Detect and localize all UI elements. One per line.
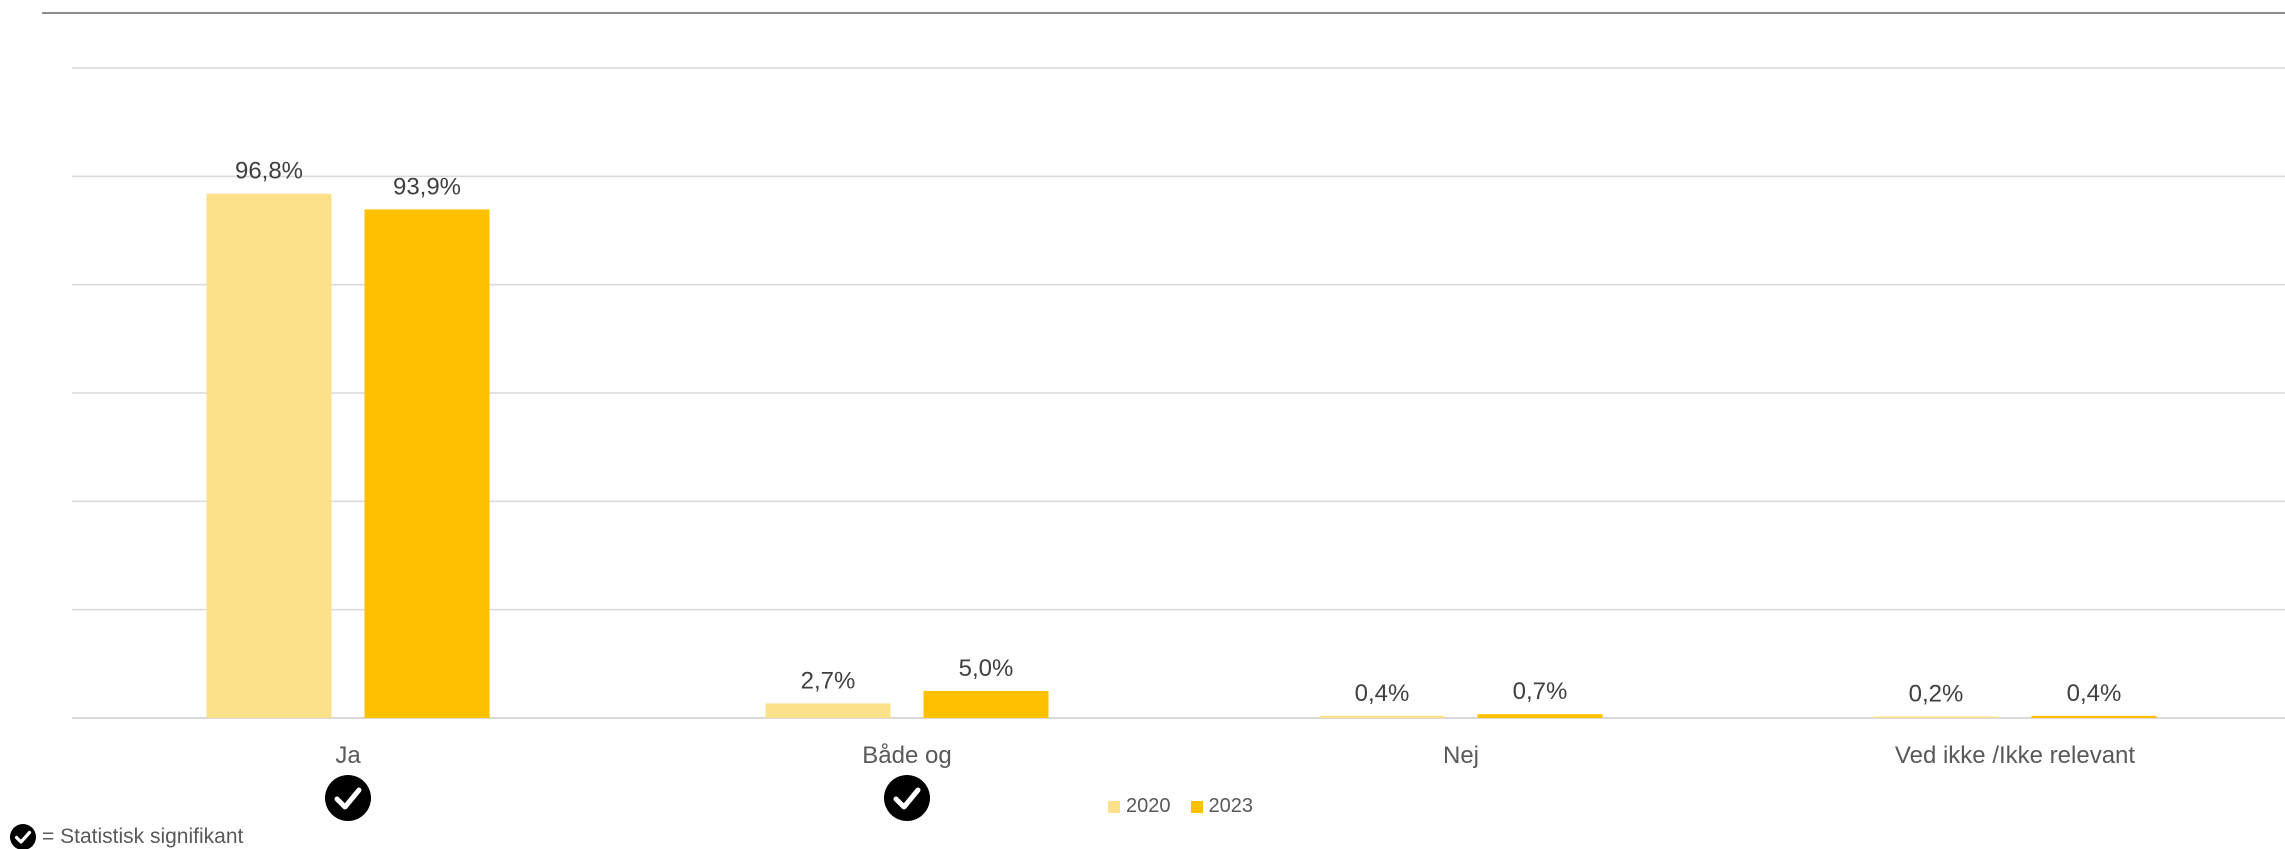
bar-2020-2 (1319, 715, 1445, 718)
category-label-2: Nej (1443, 742, 1479, 769)
bar-2023-2 (1477, 714, 1603, 718)
bar-2023-0 (364, 209, 490, 718)
significance-checkmark-icon (884, 775, 930, 821)
legend: 2020 2023 (1108, 795, 1253, 818)
legend-swatch-2023 (1190, 800, 1203, 813)
bar-2020-0 (206, 193, 332, 718)
legend-label-2023: 2023 (1208, 795, 1254, 817)
data-label-2020-1: 2,7% (801, 667, 856, 694)
bar-2023-1 (923, 690, 1049, 718)
bar-2023-3 (2031, 715, 2157, 718)
category-label-1: Både og (862, 742, 951, 769)
data-label-2023-2: 0,7% (1513, 678, 1568, 705)
legend-swatch-2020 (1108, 800, 1120, 813)
data-label-2020-0: 96,8% (235, 158, 303, 185)
data-label-2023-1: 5,0% (959, 655, 1014, 682)
bars (206, 193, 2157, 718)
bar-2020-3 (1873, 716, 1999, 718)
category-labels: Ja Både og Nej Ved ikke /Ikke relevant (335, 742, 2135, 769)
checkmark-circle-icon (10, 824, 36, 849)
bar-2020-1 (765, 703, 891, 718)
legend-item-2023: 2023 (1190, 795, 1254, 818)
top-rule (42, 12, 2285, 14)
footnote: = Statistisk signifikant (10, 824, 243, 849)
data-label-2020-2: 0,4% (1355, 680, 1410, 707)
data-label-2023-3: 0,4% (2067, 680, 2122, 707)
footnote-text: = Statistisk signifikant (42, 825, 244, 848)
data-label-2023-0: 93,9% (393, 173, 461, 200)
significance-checkmark-icon (325, 775, 371, 821)
legend-item-2020: 2020 (1108, 795, 1171, 818)
data-labels: 96,8% 2,7% 0,4% 0,2% 93,9% 5,0% 0,7% 0,4% (235, 158, 2121, 708)
category-label-0: Ja (335, 742, 361, 769)
data-label-2020-3: 0,2% (1909, 681, 1964, 708)
category-label-3: Ved ikke /Ikke relevant (1895, 742, 2135, 769)
legend-label-2020: 2020 (1126, 795, 1171, 817)
